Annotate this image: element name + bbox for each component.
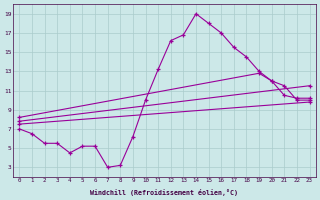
X-axis label: Windchill (Refroidissement éolien,°C): Windchill (Refroidissement éolien,°C) bbox=[91, 189, 238, 196]
